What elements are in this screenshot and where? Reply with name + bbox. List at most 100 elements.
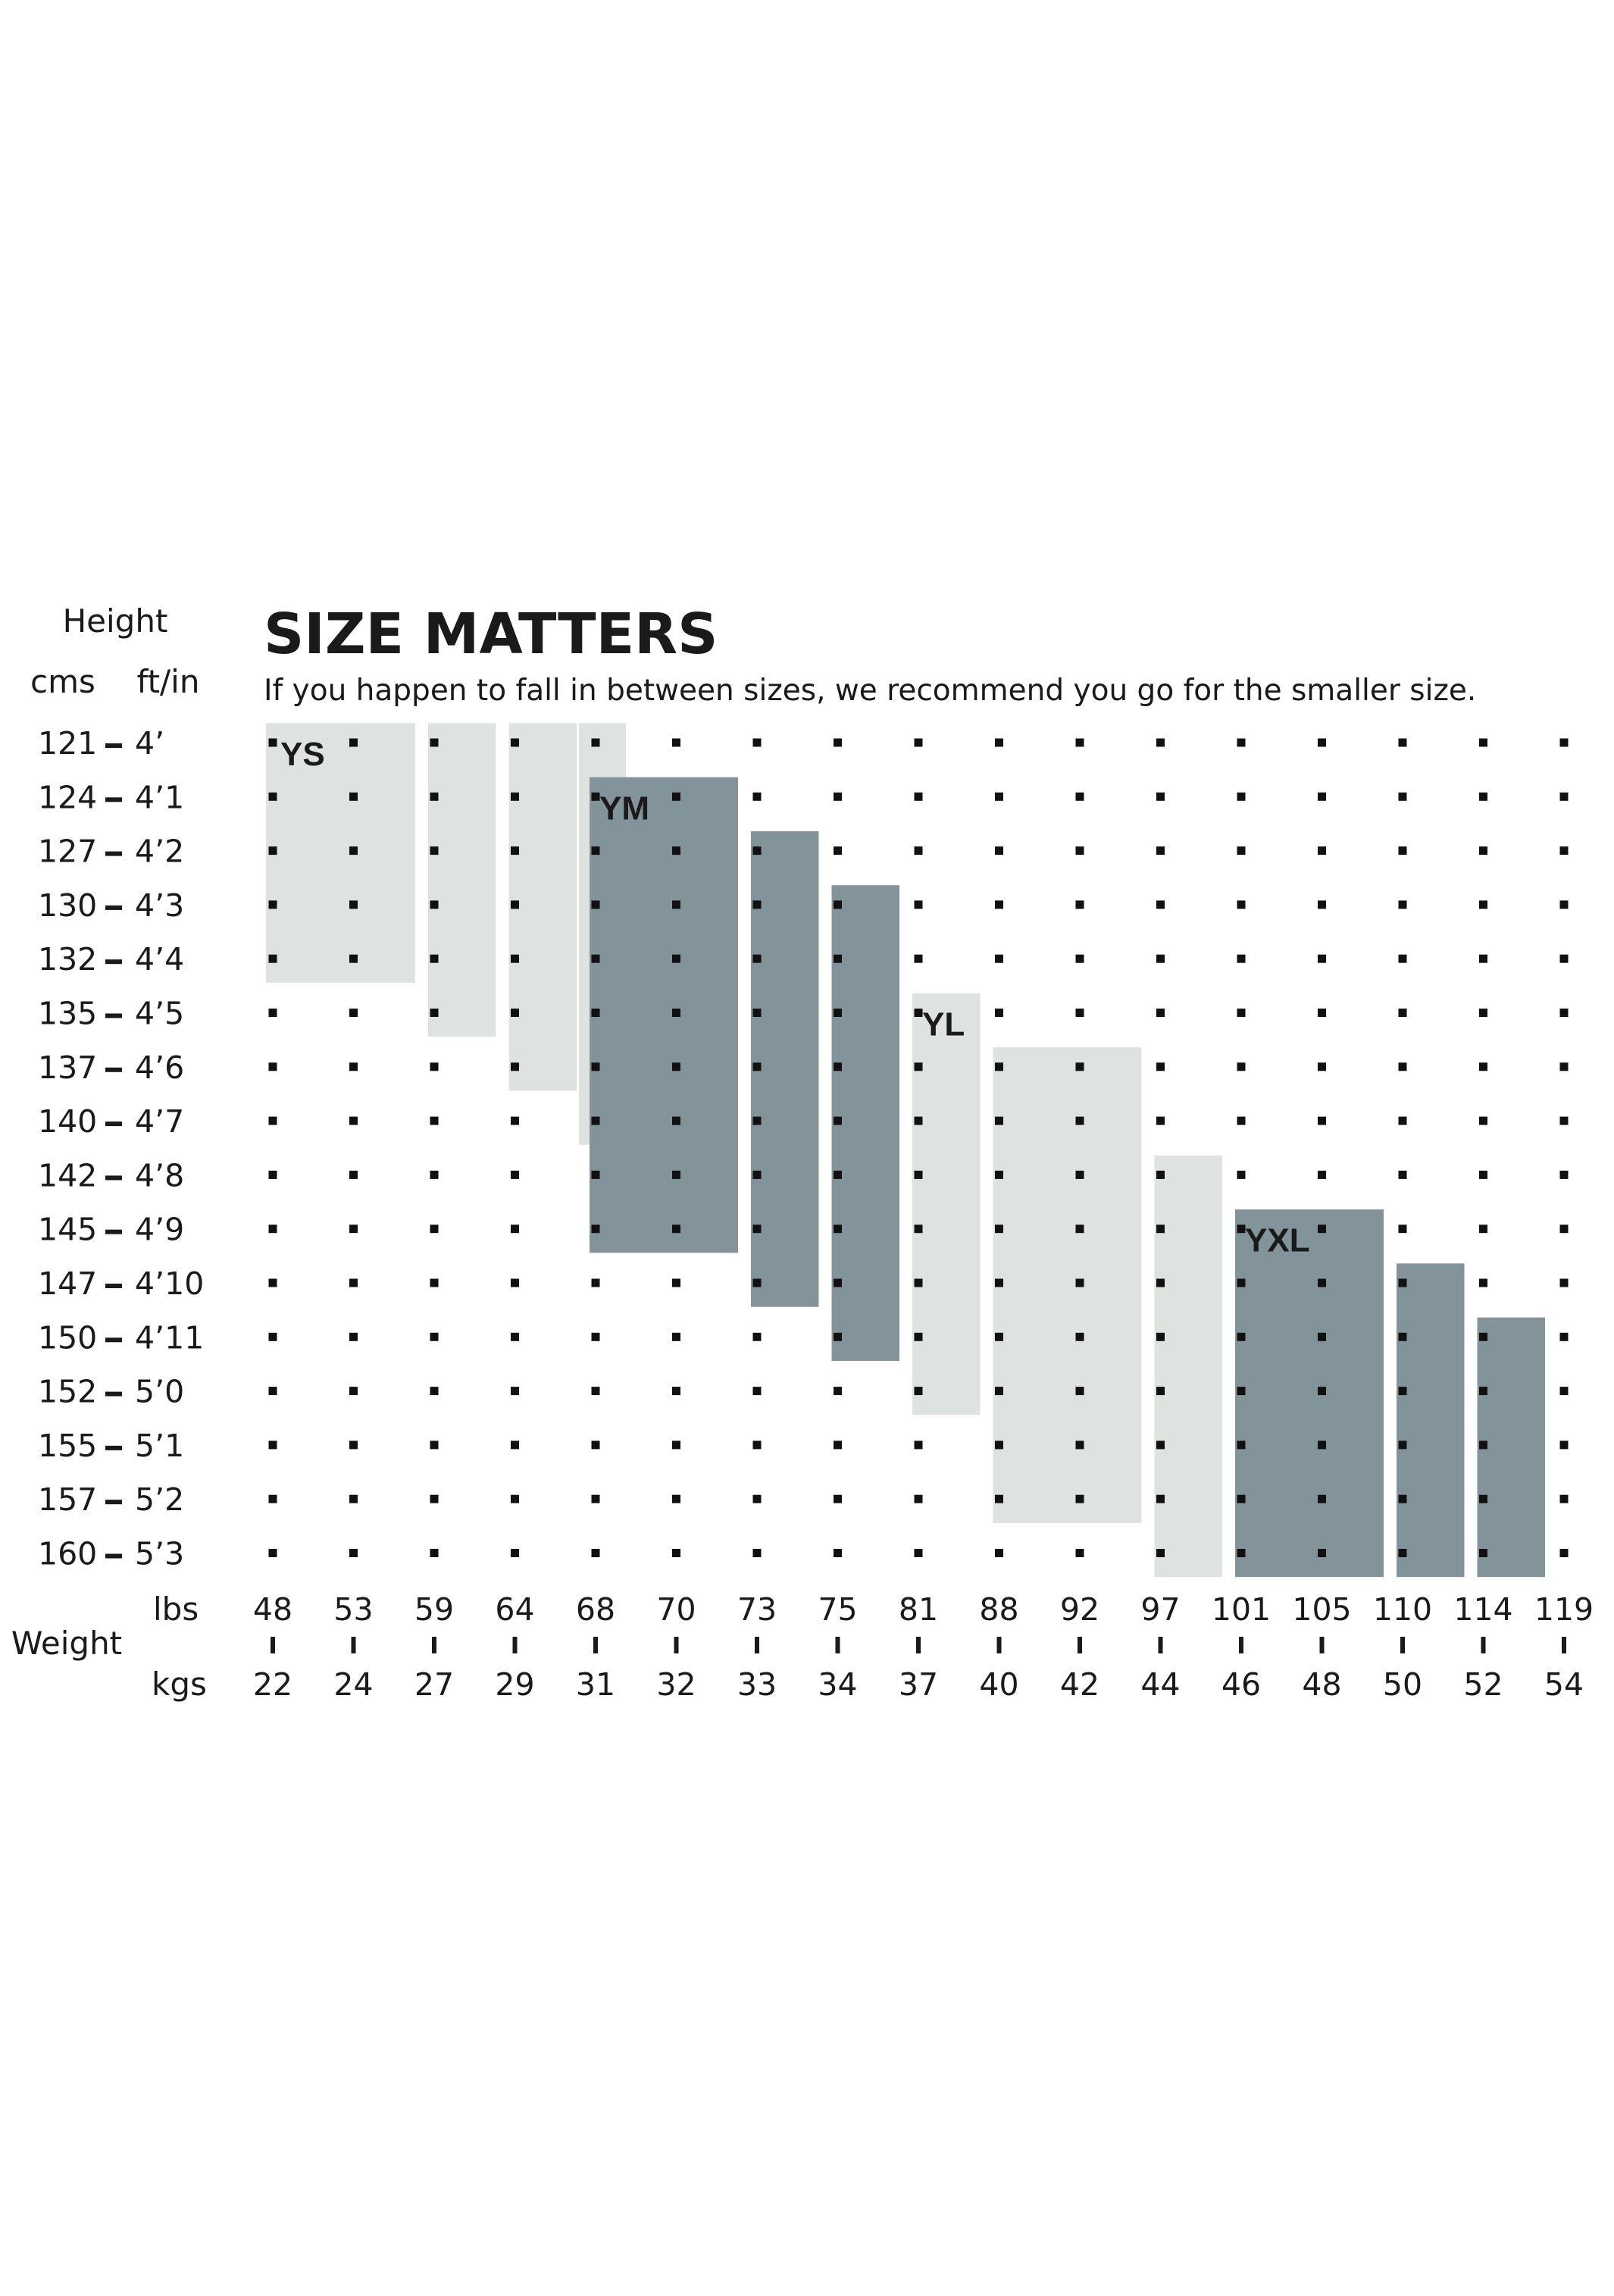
grid-dot (1075, 1062, 1084, 1071)
grid-dot (1559, 1440, 1569, 1450)
grid-dot (1398, 1116, 1407, 1125)
grid-dot (511, 792, 519, 801)
grid-dot (1559, 1225, 1569, 1234)
grid-dot (1237, 900, 1246, 909)
grid-dot (672, 1387, 680, 1396)
grid-dot (914, 1440, 923, 1450)
grid-dot (268, 1387, 277, 1396)
size-zone-labels: YS YM YL YXL (280, 736, 1310, 1259)
grid-dot (914, 1549, 923, 1557)
height-cm-label: 140 (38, 1103, 97, 1140)
height-ft-label: 4’3 (135, 887, 184, 924)
grid-dot (349, 1494, 358, 1503)
grid-dot (995, 1116, 1003, 1125)
height-ft-label: 4’6 (135, 1049, 184, 1086)
weight-tick (1400, 1637, 1405, 1653)
weight-lbs-label: 70 (656, 1591, 696, 1628)
grid-dot (995, 1225, 1003, 1234)
size-label-yl: YL (922, 1006, 965, 1043)
grid-dot (914, 846, 923, 856)
grid-dot (752, 1116, 762, 1125)
weight-kgs-label: 44 (1140, 1666, 1180, 1703)
grid-dot (1559, 738, 1569, 747)
grid-dot (1075, 1387, 1084, 1396)
grid-dot (1479, 1116, 1487, 1125)
grid-dot (268, 1062, 277, 1071)
grid-dot (1398, 1062, 1407, 1071)
grid-dot (1237, 1116, 1246, 1125)
grid-dot (1318, 1332, 1326, 1341)
size-label-ym: YM (599, 790, 649, 827)
grid-dot (1398, 1387, 1407, 1396)
height-cm-label: 155 (38, 1428, 97, 1464)
grid-dot (1398, 1549, 1407, 1557)
grid-dot (591, 1440, 600, 1450)
grid-dot (1318, 1062, 1326, 1071)
grid-dot (1318, 1549, 1326, 1557)
grid-dot (995, 1170, 1003, 1179)
grid-dot (752, 1387, 762, 1396)
grid-dot (511, 1116, 519, 1125)
height-ft-label: 5’1 (135, 1428, 184, 1464)
grid-dot (349, 954, 358, 963)
grid-dot (1075, 1549, 1084, 1557)
height-ft-label: 4’10 (135, 1265, 204, 1302)
grid-dot (430, 1332, 439, 1341)
grid-dot (1237, 1170, 1246, 1179)
height-axis-label: Height (63, 602, 168, 640)
height-cm-label: 135 (38, 996, 97, 1032)
grid-dot (591, 738, 600, 747)
grid-dot (1479, 1332, 1487, 1341)
grid-dot (834, 1170, 842, 1179)
grid-dot (995, 1387, 1003, 1396)
grid-dot (430, 954, 439, 963)
height-ft-label: 4’8 (135, 1157, 184, 1193)
grid-dot (1318, 1440, 1326, 1450)
grid-dot (1559, 900, 1569, 909)
kgs-axis-label: kgs (152, 1666, 207, 1703)
grid-dot (1318, 1009, 1326, 1017)
grid-dot (511, 1332, 519, 1341)
grid-dot (1559, 1116, 1569, 1125)
grid-dot (591, 1387, 600, 1396)
height-ft-label: 4’7 (135, 1103, 184, 1140)
size-zone-ys-block-1 (266, 723, 415, 983)
grid-dot (591, 1549, 600, 1557)
grid-dot (672, 1549, 680, 1557)
grid-dot (1318, 1116, 1326, 1125)
grid-dot (591, 1278, 600, 1287)
grid-dot (591, 1009, 600, 1017)
grid-dot (511, 1278, 519, 1287)
grid-dot (1156, 1062, 1165, 1071)
weight-lbs-label: 53 (333, 1591, 373, 1628)
height-cm-label: 157 (38, 1481, 97, 1518)
grid-dot (430, 1009, 439, 1017)
grid-dot (1237, 792, 1246, 801)
height-dash (105, 905, 122, 910)
grid-dot (914, 1116, 923, 1125)
grid-dot (752, 1494, 762, 1503)
grid-dot (752, 1278, 762, 1287)
grid-dot (268, 1494, 277, 1503)
weight-tick (674, 1637, 679, 1653)
grid-dot (1479, 1494, 1487, 1503)
weight-lbs-label: 59 (414, 1591, 454, 1628)
weight-tick (512, 1637, 518, 1653)
grid-dot (995, 846, 1003, 856)
weight-kgs-label: 50 (1383, 1666, 1422, 1703)
lbs-axis-label: lbs (153, 1591, 199, 1628)
cms-column-label: cms (30, 663, 95, 700)
grid-dot (995, 792, 1003, 801)
grid-dot (1559, 1170, 1569, 1179)
height-cm-label: 152 (38, 1374, 97, 1410)
grid-dot (430, 1116, 439, 1125)
grid-dot (1075, 1332, 1084, 1341)
grid-dot (1398, 846, 1407, 856)
grid-dot (672, 1332, 680, 1341)
grid-dot (834, 1116, 842, 1125)
grid-dot (1075, 900, 1084, 909)
grid-dot (268, 1440, 277, 1450)
height-cm-label: 132 (38, 941, 97, 978)
grid-dot (591, 1170, 600, 1179)
grid-dot (914, 1170, 923, 1179)
